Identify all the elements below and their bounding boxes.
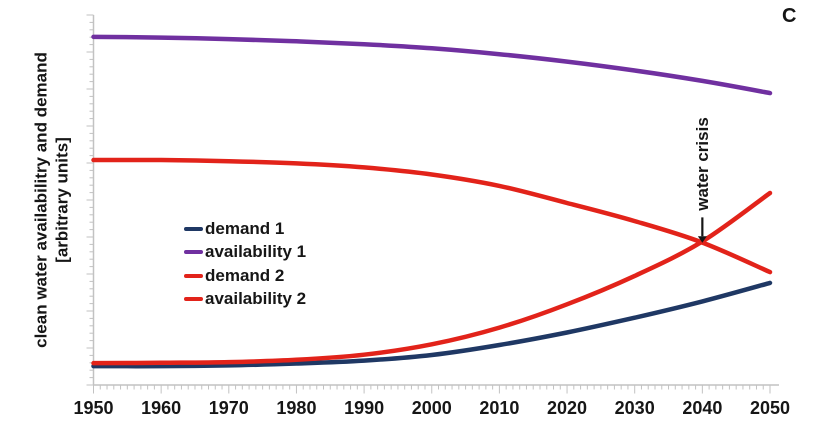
x-tick-label: 2050 xyxy=(749,398,791,418)
legend-item: availability 2 xyxy=(184,288,306,312)
y-axis-title: clean water availabilitry and demand [ar… xyxy=(31,52,72,348)
x-tick-label: 1990 xyxy=(344,398,385,418)
x-tick-label: 1970 xyxy=(208,398,249,418)
legend-swatch xyxy=(184,250,203,255)
legend-item: availability 1 xyxy=(184,241,306,265)
x-tick-label: 2030 xyxy=(614,398,655,418)
panel-label: C xyxy=(782,5,797,27)
legend-swatch xyxy=(184,273,203,278)
legend-item: demand 2 xyxy=(184,264,306,288)
legend-item-label: demand 2 xyxy=(205,265,285,285)
x-tick-label: 2040 xyxy=(682,398,723,418)
legend-item: demand 1 xyxy=(184,217,306,241)
legend-item-label: demand 1 xyxy=(205,218,285,238)
axes xyxy=(86,14,779,394)
x-tick-label: 2000 xyxy=(411,398,452,418)
y-axis-title-line2: [arbitrary units] xyxy=(52,137,71,263)
x-tick-label: 1960 xyxy=(141,398,182,418)
annotation-water-crisis-label: water crisis xyxy=(693,117,712,211)
x-tick-label: 2020 xyxy=(547,398,588,418)
annotation-arrow xyxy=(697,217,707,243)
legend-item-label: availability 1 xyxy=(205,242,307,262)
x-tick-label: 2010 xyxy=(479,398,520,418)
chart-series xyxy=(91,34,773,369)
legend-swatch xyxy=(184,297,203,302)
x-tick-label: 1950 xyxy=(73,398,114,418)
legend: demand 1 availability 1 demand 2 availab… xyxy=(184,217,306,311)
legend-swatch xyxy=(184,226,203,231)
x-tick-label: 1980 xyxy=(276,398,317,418)
y-axis-title-line1: clean water availabilitry and demand xyxy=(31,52,51,348)
legend-item-label: availability 2 xyxy=(205,289,307,309)
